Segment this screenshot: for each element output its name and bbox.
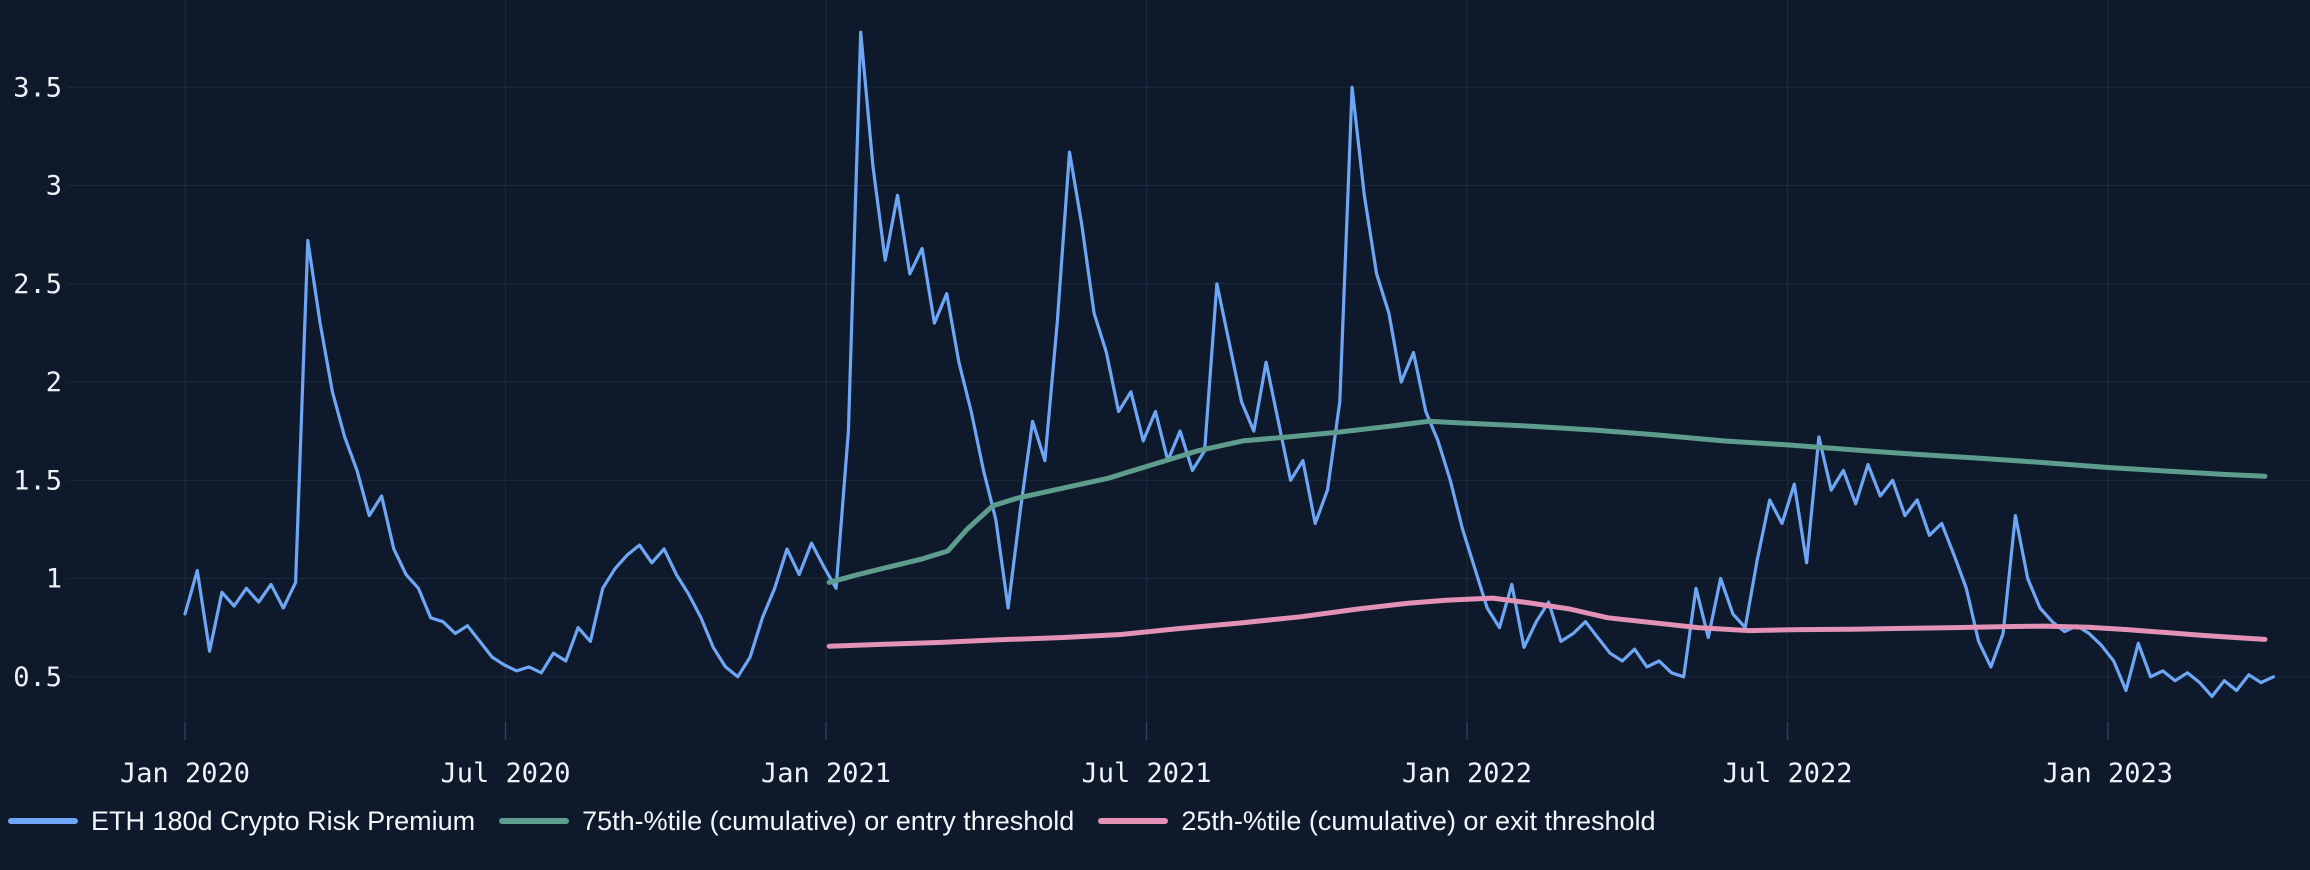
- y-tick-label: 1.5: [13, 465, 62, 496]
- gridlines: [68, 0, 2310, 740]
- legend: ETH 180d Crypto Risk Premium 75th-%tile …: [8, 798, 1656, 844]
- legend-swatch-green: [499, 818, 570, 824]
- legend-item-25th-percentile-exit-threshold[interactable]: 25th-%tile (cumulative) or exit threshol…: [1098, 798, 1656, 844]
- y-tick-label: 3.5: [13, 72, 62, 103]
- axis-ticks: [184, 722, 2109, 740]
- y-tick-label: 1: [46, 564, 62, 595]
- legend-swatch-pink: [1098, 818, 1169, 824]
- x-tick-label: Jan 2023: [2043, 758, 2173, 789]
- series-25th-tile-cumulative-or-exit-threshold-line: [826, 595, 2268, 649]
- x-tick-label: Jul 2020: [440, 758, 570, 789]
- x-tick-label: Jan 2021: [761, 758, 891, 789]
- x-tick-label: Jan 2020: [120, 758, 250, 789]
- y-tick-label: 2.5: [13, 269, 62, 300]
- legend-label: ETH 180d Crypto Risk Premium: [91, 806, 476, 836]
- y-tick-label: 2: [46, 367, 62, 398]
- axis-labels: 0.5 1 1.5 2 2.5 3 3.5 Jan 2020 Jul 2020 Jan 2021 J…: [13, 72, 2173, 789]
- series-75th-tile-cumulative-or-entry-threshold-line: [826, 418, 2268, 585]
- legend-label: 75th-%tile (cumulative) or entry thresho…: [582, 806, 1075, 836]
- x-tick-label: Jan 2022: [1402, 758, 1532, 789]
- y-tick-label: 0.5: [13, 662, 62, 693]
- x-tick-label: Jul 2022: [1722, 758, 1852, 789]
- series-eth-180d-crypto-risk-premium-line: [183, 30, 2275, 698]
- x-tick-label: Jul 2021: [1081, 758, 1211, 789]
- legend-item-75th-percentile-entry-threshold[interactable]: 75th-%tile (cumulative) or entry thresho…: [499, 798, 1074, 844]
- legend-item-eth-180d-crypto-risk-premium[interactable]: ETH 180d Crypto Risk Premium: [8, 798, 475, 844]
- legend-label: 25th-%tile (cumulative) or exit threshol…: [1181, 806, 1656, 836]
- legend-swatch-blue: [8, 818, 78, 824]
- y-tick-label: 3: [46, 171, 62, 202]
- series-lines: [183, 30, 2275, 698]
